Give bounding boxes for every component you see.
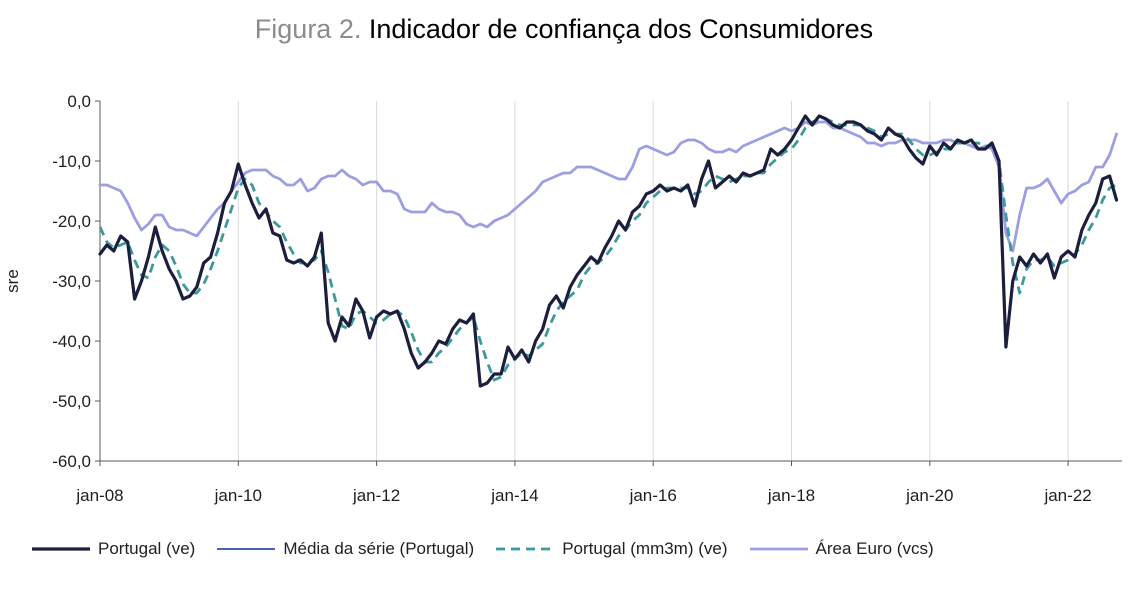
x-tick-label: jan-12 — [352, 486, 400, 505]
y-tick-label: 0,0 — [67, 92, 91, 111]
x-tick-label: jan-08 — [75, 486, 123, 505]
legend-label: Área Euro (vcs) — [815, 539, 934, 558]
y-tick-label: -10,0 — [52, 152, 91, 171]
series-line-0 — [98, 114, 1119, 388]
y-axis-title: sre — [3, 269, 22, 293]
y-tick-label: -40,0 — [52, 332, 91, 351]
y-tick-label: -30,0 — [52, 272, 91, 291]
series-line-3 — [98, 120, 1118, 253]
legend-label: Média da série (Portugal) — [283, 539, 475, 558]
legend-swatch — [217, 548, 276, 550]
legend-label: Portugal (mm3m) (ve) — [562, 539, 728, 558]
legend-label: Portugal (ve) — [98, 539, 196, 558]
x-tick-label: jan-10 — [214, 486, 262, 505]
legend-item: Área Euro (vcs) — [748, 539, 934, 559]
legend-swatch — [496, 547, 555, 551]
legend-item: Portugal (mm3m) (ve) — [494, 539, 728, 559]
legend-item: Média da série (Portugal) — [215, 539, 474, 559]
x-tick-label: jan-22 — [1043, 486, 1091, 505]
x-tick-label: jan-14 — [490, 486, 538, 505]
legend-item: Portugal (ve) — [30, 539, 195, 559]
y-tick-label: -50,0 — [52, 392, 91, 411]
legend-swatch — [749, 547, 808, 551]
series-line-2 — [98, 117, 1118, 382]
chart-title-prefix: Figura 2. — [254, 14, 362, 44]
chart-title-main: Indicador de confiança dos Consumidores — [368, 14, 874, 44]
y-tick-label: -20,0 — [52, 212, 91, 231]
x-tick-label: jan-20 — [905, 486, 953, 505]
x-tick-label: jan-18 — [767, 486, 815, 505]
legend-swatch — [32, 547, 90, 551]
y-tick-label: -60,0 — [52, 452, 91, 471]
chart-title: Figura 2. Indicador de confiança dos Con… — [0, 14, 1128, 45]
x-tick-label: jan-16 — [629, 486, 677, 505]
chart-legend: Portugal (ve) Média da série (Portugal) Po… — [30, 534, 954, 564]
